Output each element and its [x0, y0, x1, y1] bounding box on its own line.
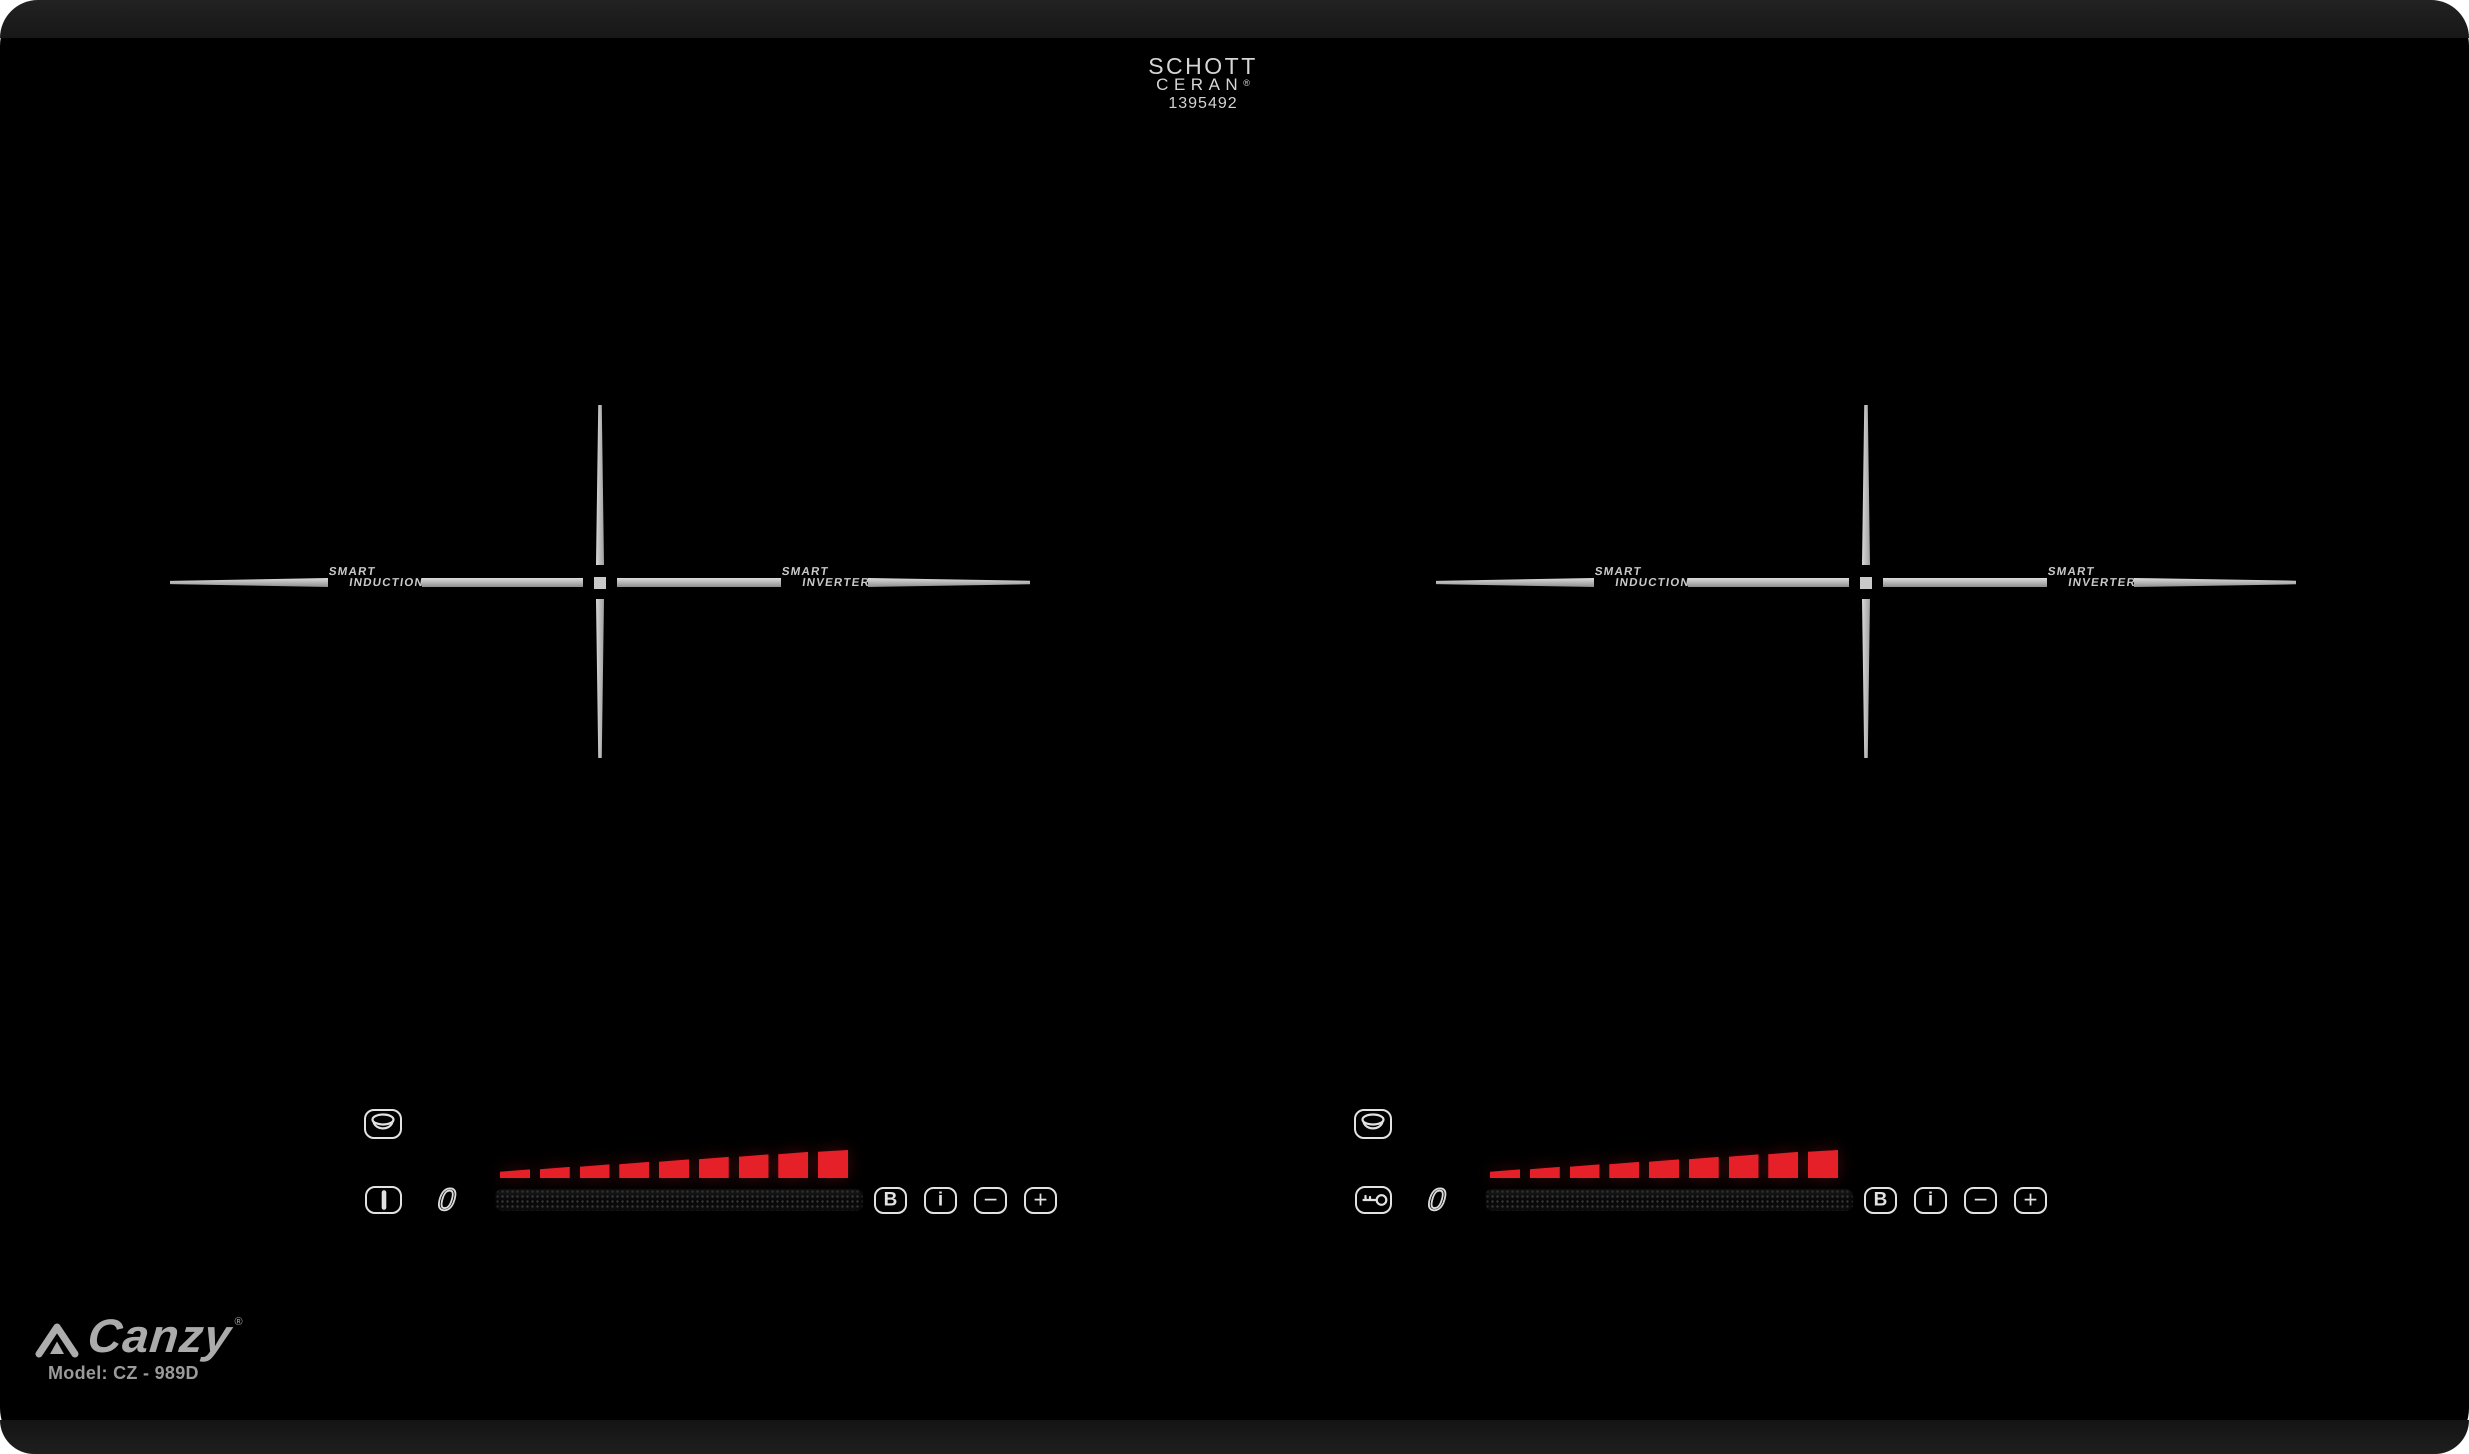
power-level-ramp-indicator — [1490, 1150, 1838, 1178]
zone-cross-line — [170, 578, 328, 587]
minus-icon: − — [1973, 1186, 1988, 1213]
zone-cross-line — [596, 405, 604, 565]
zone-cross-line — [1436, 578, 1594, 587]
bezel-bottom-edge — [0, 1420, 2469, 1454]
power-level-segment — [1490, 1169, 1520, 1178]
zone-cross-line — [868, 578, 1030, 587]
power-level-segment — [659, 1159, 689, 1178]
zone-cross-center — [1860, 577, 1872, 589]
power-level-segment — [1649, 1159, 1679, 1178]
power-I-icon — [381, 1190, 386, 1210]
zone-cross-center — [594, 577, 606, 589]
power-level-segment — [619, 1161, 650, 1178]
zone-cross-line — [1688, 578, 1849, 587]
power-level-segment — [818, 1150, 848, 1178]
power-level-segment — [1688, 1156, 1719, 1178]
canzy-branding: Canzy ® Model: CZ - 989D — [34, 1309, 243, 1384]
plus-icon: + — [1033, 1186, 1048, 1213]
plus-button[interactable]: + — [2014, 1187, 2047, 1214]
minus-icon: − — [983, 1186, 998, 1213]
power-level-segment — [500, 1169, 530, 1178]
power-level-segment — [1609, 1161, 1640, 1178]
zone-select-button[interactable] — [1354, 1109, 1392, 1139]
registered-mark: ® — [234, 1316, 243, 1328]
power-level-display: 0 — [435, 1181, 458, 1218]
power-slider-track[interactable] — [1485, 1189, 1853, 1211]
pot-icon — [371, 1113, 395, 1130]
power-level-segment — [778, 1151, 809, 1178]
power-level-segment — [698, 1156, 729, 1178]
power-slider-track[interactable] — [495, 1189, 863, 1211]
booster-button[interactable]: B — [1864, 1187, 1897, 1214]
child-lock-button[interactable] — [1355, 1186, 1392, 1214]
canzy-logo-mark — [35, 1323, 79, 1358]
glass-serial-number: 1395492 — [1168, 95, 1238, 112]
zone-cross-line — [1883, 578, 2047, 587]
zone-cross-line — [422, 578, 583, 587]
registered-mark: ® — [1243, 78, 1250, 88]
zone-select-button[interactable] — [364, 1109, 402, 1139]
pot-icon — [1361, 1113, 1385, 1130]
booster-button[interactable]: B — [874, 1187, 907, 1214]
info-timer-button[interactable]: i — [924, 1187, 957, 1214]
model-number: Model: CZ - 989D — [48, 1363, 199, 1383]
power-level-ramp-indicator — [500, 1150, 848, 1178]
cooking-zone-right: SMART INDUCTION SMART INVERTER — [1436, 405, 2296, 758]
cooking-zone-left: SMART INDUCTION SMART INVERTER — [170, 405, 1030, 758]
schott-wordmark: SCHOTT — [1148, 53, 1258, 79]
power-level-segment — [539, 1166, 570, 1178]
minus-button[interactable]: − — [974, 1187, 1007, 1214]
power-on-off-button[interactable] — [365, 1186, 402, 1214]
zone-cross-line — [617, 578, 781, 587]
power-level-display: 0 — [1425, 1181, 1448, 1218]
control-panel-right: 0 B i − + — [1342, 1100, 2054, 1222]
power-level-segment — [1768, 1151, 1799, 1178]
bezel-top-edge — [0, 0, 2469, 38]
canzy-wordmark: Canzy — [85, 1309, 235, 1362]
power-level-segment — [738, 1154, 769, 1178]
power-level-segment — [1529, 1166, 1560, 1178]
power-level-segment — [1808, 1150, 1838, 1178]
plus-icon: + — [2023, 1186, 2038, 1213]
info-timer-button[interactable]: i — [1914, 1187, 1947, 1214]
zone-cross-line — [1862, 599, 1870, 758]
zone-cross-line — [2134, 578, 2296, 587]
key-lock-icon — [1361, 1194, 1387, 1206]
power-level-segment — [1569, 1164, 1600, 1178]
plus-button[interactable]: + — [1024, 1187, 1057, 1214]
zone-cross-line — [596, 599, 604, 758]
power-level-segment — [1728, 1154, 1759, 1178]
ceran-wordmark: CERAN® — [1156, 75, 1250, 94]
minus-button[interactable]: − — [1964, 1187, 1997, 1214]
schott-ceran-print: SCHOTT CERAN® 1395492 — [1053, 53, 1353, 112]
control-panel-left: 0 B i − + — [352, 1100, 1064, 1222]
power-level-segment — [579, 1164, 610, 1178]
zone-cross-line — [1862, 405, 1870, 565]
